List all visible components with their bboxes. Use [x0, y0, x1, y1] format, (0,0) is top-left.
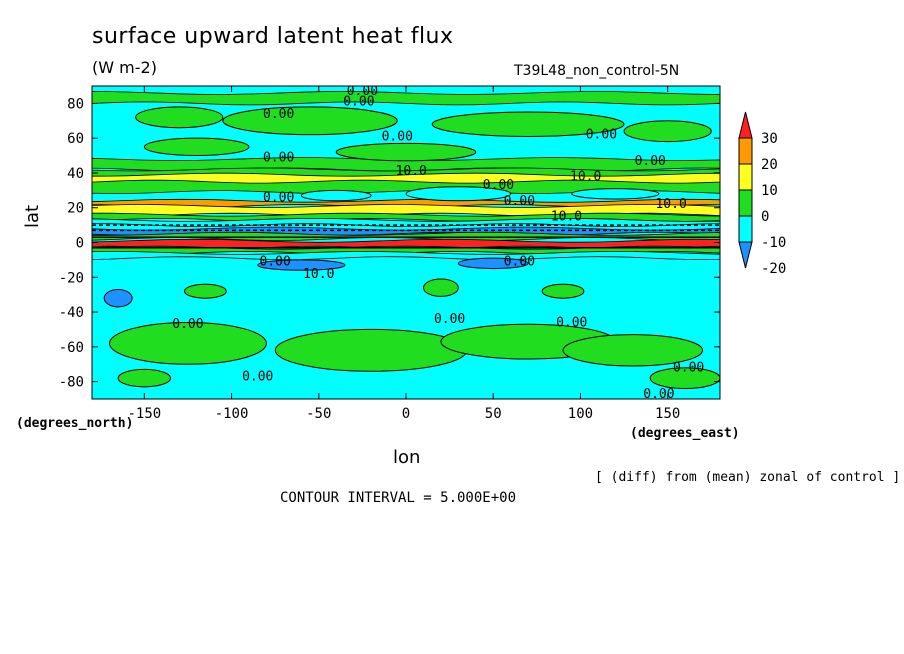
- colorbar-segment: [738, 215, 753, 243]
- colorbar-segment: [738, 163, 753, 191]
- y-tick-label: 60: [67, 131, 84, 147]
- x-axis-label: lon: [393, 447, 421, 468]
- contour-label: 0.00: [382, 129, 413, 144]
- contour-label: 10.0: [303, 267, 334, 282]
- contour-label: 0.00: [635, 154, 666, 169]
- colorbar-label: -10: [761, 235, 786, 251]
- colorbar-label: 0: [761, 209, 769, 225]
- contour-label: 0.00: [483, 178, 514, 193]
- y-tick-label: -40: [59, 305, 84, 321]
- contour-patch: [183, 283, 227, 299]
- contour-patch: [649, 367, 720, 390]
- contour-label: 0.00: [343, 95, 374, 110]
- contour-patch: [222, 106, 398, 136]
- y-tick-label: -60: [59, 340, 84, 356]
- colorbar-label: 10: [761, 183, 778, 199]
- contour-band: [92, 231, 720, 241]
- contour-label: 0.00: [263, 150, 294, 165]
- contour-label: 0.00: [347, 84, 378, 99]
- contour-label: 10.0: [570, 169, 601, 184]
- y-tick-label: -20: [59, 270, 84, 286]
- colorbar-top-arrow: [738, 111, 753, 139]
- contour-label: 0.00: [172, 317, 203, 332]
- x-tick-label: 50: [485, 406, 502, 422]
- footnote: [ (diff) from (mean) zonal of control ]: [595, 470, 901, 485]
- contour-patch: [108, 321, 267, 365]
- y-tick-label: 80: [67, 96, 84, 112]
- contour-patch: [405, 186, 512, 202]
- contour-patch: [422, 278, 459, 297]
- contour-label: 0.00: [673, 361, 704, 376]
- contour-patch: [257, 259, 346, 271]
- y-axis-label: lat: [22, 204, 43, 228]
- contour-label: 0.00: [504, 194, 535, 209]
- contour-patch: [135, 106, 224, 129]
- contour-patch: [300, 189, 372, 202]
- colorbar-bottom-arrow: [738, 241, 753, 269]
- x-tick-label: -100: [215, 406, 249, 422]
- contour-patch: [541, 283, 585, 299]
- contour-patch: [623, 120, 712, 143]
- colorbar-label: -20: [761, 261, 786, 277]
- contour-patch: [562, 334, 704, 367]
- contour-band: [92, 198, 720, 208]
- contour-patch: [457, 257, 529, 270]
- contour-patch: [143, 137, 250, 157]
- x-tick-label: -150: [127, 406, 161, 422]
- colorbar-segment: [738, 137, 753, 165]
- contour-label: 0.00: [504, 255, 535, 270]
- colorbar-segment: [738, 189, 753, 217]
- colorbar-label: 20: [761, 157, 778, 173]
- contour-label: 0.00: [242, 369, 273, 384]
- y-tick-label: 40: [67, 166, 84, 182]
- contour-band: [92, 238, 720, 250]
- contour-label: 0.00: [263, 190, 294, 205]
- contour-label: 10.0: [655, 197, 686, 212]
- x-tick-label: 0: [402, 406, 410, 422]
- y-tick-label: 20: [67, 201, 84, 217]
- chart-units: (W m-2): [92, 58, 157, 77]
- contour-patch: [571, 188, 660, 200]
- contour-patch: [335, 142, 477, 162]
- contour-patch: [431, 111, 625, 137]
- contour-patch: [274, 328, 468, 372]
- contour-label: 0.00: [643, 387, 674, 402]
- colorbar-label: 30: [761, 131, 778, 147]
- x-tick-label: 100: [568, 406, 593, 422]
- contour-patch: [117, 368, 172, 388]
- x-tick-label: -50: [306, 406, 331, 422]
- chart-title: surface upward latent heat flux: [92, 24, 454, 49]
- contour-label: 0.00: [263, 107, 294, 122]
- contour-patch: [103, 288, 133, 308]
- x-tick-label: 150: [655, 406, 680, 422]
- contour-label: 0.00: [556, 315, 587, 330]
- contour-label: 0.00: [586, 128, 617, 143]
- run-label: T39L48_non_control-5N: [514, 63, 680, 79]
- y-tick-label: 0: [76, 236, 84, 252]
- contour-band: [92, 172, 720, 184]
- y-axis-units: (degrees_north): [16, 416, 134, 431]
- y-tick-label: -80: [59, 375, 84, 391]
- contour-interval: CONTOUR INTERVAL = 5.000E+00: [280, 490, 517, 506]
- contour-band: [92, 91, 720, 106]
- x-axis-units: (degrees_east): [630, 426, 740, 441]
- contour-label: 0.00: [260, 255, 291, 270]
- contour-label: 10.0: [396, 164, 427, 179]
- contour-label: 10.0: [551, 209, 582, 224]
- contour-label: 0.00: [434, 312, 465, 327]
